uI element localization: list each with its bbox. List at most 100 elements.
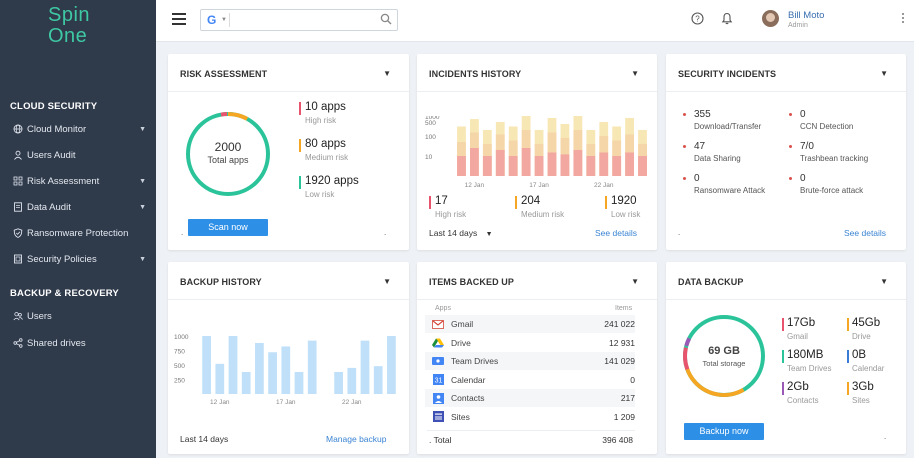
- sidebar-item-users[interactable]: Users: [10, 307, 150, 325]
- search-icon[interactable]: [380, 13, 392, 28]
- backup-bar: [360, 340, 370, 394]
- sidebar-item-users-audit[interactable]: Users Audit: [10, 146, 150, 164]
- storage-stat-label: Team Drives: [787, 364, 832, 373]
- sidebar-item-shared-drives[interactable]: Shared drives: [10, 334, 150, 352]
- sidebar-item-risk-assessment[interactable]: Risk Assessment ▼: [10, 172, 150, 190]
- help-icon[interactable]: ?: [691, 12, 704, 28]
- shield-icon: [10, 228, 26, 238]
- search-divider: [229, 13, 230, 27]
- period-label: Last 14 days: [429, 228, 478, 238]
- incident-dot: [789, 177, 792, 180]
- sidebar-item-label: Users Audit: [27, 149, 76, 161]
- incident-bar: [612, 156, 622, 176]
- risk-color-bar: [299, 176, 301, 189]
- incident-label: CCN Detection: [800, 122, 854, 131]
- incident-value: 0: [694, 173, 700, 184]
- logo-line-2: One: [48, 25, 88, 47]
- x-tick-label: 22 Jan: [594, 182, 614, 189]
- more-options-icon[interactable]: [902, 13, 905, 25]
- incident-dot: [789, 145, 792, 148]
- user-name[interactable]: Bill Moto: [788, 10, 825, 21]
- incident-bar: [547, 152, 557, 176]
- chevron-down-icon[interactable]: ▼: [880, 277, 888, 286]
- scan-now-button[interactable]: Scan now: [188, 219, 268, 236]
- storage-stat-label: Gmail: [787, 332, 808, 341]
- incident-color-bar: [515, 196, 517, 209]
- x-tick-label: 12 Jan: [210, 399, 230, 406]
- storage-stat-label: Drive: [852, 332, 871, 341]
- backup-bar: [373, 366, 383, 394]
- chevron-down-icon[interactable]: ▼: [139, 177, 146, 185]
- policy-icon: [10, 254, 26, 264]
- search-input[interactable]: [233, 12, 373, 28]
- x-tick-label: 12 Jan: [465, 182, 485, 189]
- search-box[interactable]: G ▼: [200, 9, 398, 31]
- svg-text:31: 31: [434, 378, 442, 385]
- incident-stat-value: 17: [435, 195, 448, 207]
- chevron-down-icon[interactable]: ▼: [221, 17, 227, 23]
- item-count: 1 209: [613, 411, 635, 422]
- section-title-cloud-security: CLOUD SECURITY: [10, 101, 98, 112]
- incident-bar: [625, 152, 634, 176]
- chevron-down-icon[interactable]: ▼: [139, 125, 146, 133]
- storage-color-bar: [847, 350, 849, 363]
- sidebar-item-security-policies[interactable]: Security Policies ▼: [10, 250, 150, 268]
- chevron-down-icon[interactable]: ▼: [631, 69, 639, 78]
- incident-stat-label: Low risk: [611, 210, 641, 219]
- sidebar-item-label: Cloud Monitor: [27, 123, 87, 135]
- sidebar-item-cloud-monitor[interactable]: Cloud Monitor ▼: [10, 120, 150, 138]
- sidebar-item-ransomware-protection[interactable]: Ransomware Protection: [10, 224, 150, 242]
- avatar[interactable]: [762, 10, 779, 27]
- see-details-link[interactable]: See details: [844, 228, 887, 238]
- chevron-down-icon[interactable]: ▼: [631, 277, 639, 286]
- risk-stat-value: 10 apps: [305, 101, 346, 113]
- period-label: Last 14 days: [180, 434, 229, 444]
- backup-bar-chart: 1000 750 500 250 12 Jan 17 Jan 22 Jan: [174, 334, 396, 406]
- total-label: . Total: [429, 435, 452, 445]
- sidebar-item-data-audit[interactable]: Data Audit ▼: [10, 198, 150, 216]
- card-header: BACKUP HISTORY ▼: [168, 262, 409, 300]
- items-backed-up-card: ITEMS BACKED UP ▼ Apps Items Gmail 241 02…: [417, 262, 657, 454]
- incident-stat-label: High risk: [435, 210, 467, 219]
- storage-color-bar: [847, 318, 849, 331]
- spinone-logo[interactable]: Spin One: [48, 5, 90, 47]
- chevron-down-icon[interactable]: ▼: [139, 203, 146, 211]
- incident-bar: [573, 149, 583, 176]
- chevron-down-icon[interactable]: ▼: [383, 69, 391, 78]
- chevron-down-icon[interactable]: ▼: [139, 255, 146, 263]
- incident-dot: [683, 113, 686, 116]
- storage-stat-label: Sites: [852, 396, 870, 405]
- divider: [427, 430, 635, 431]
- top-bar: G ▼ ? Bill Moto Admin: [156, 0, 914, 42]
- table-row: Drive 12 931: [425, 334, 635, 352]
- risk-assessment-card: RISK ASSESSMENT ▼ 2000 Total apps 10 app…: [168, 54, 409, 250]
- incidents-history-card: INCIDENTS HISTORY ▼ 1000 500 100 10 12 Jan 17…: [417, 54, 657, 250]
- period-selector[interactable]: Last 14 days ▼: [429, 228, 493, 238]
- incident-bar: [560, 154, 570, 176]
- chevron-down-icon: ▼: [485, 231, 493, 238]
- backup-now-button[interactable]: Backup now: [684, 423, 764, 440]
- total-label-text: Total: [433, 435, 452, 445]
- backup-bar: [294, 371, 304, 394]
- storage-stat-value: 3Gb: [852, 381, 874, 393]
- incident-label: Ransomware Attack: [694, 186, 766, 195]
- risk-color-bar: [299, 139, 301, 152]
- hamburger-menu-icon[interactable]: [172, 13, 186, 25]
- bell-icon[interactable]: [721, 12, 733, 28]
- document-icon: [10, 202, 26, 212]
- google-icon[interactable]: G: [207, 13, 217, 27]
- app-name: Sites: [451, 411, 470, 422]
- incident-label: Brute-force attack: [800, 186, 864, 195]
- section-title-backup-recovery: BACKUP & RECOVERY: [10, 288, 119, 299]
- manage-backup-link[interactable]: Manage backup: [326, 434, 387, 444]
- incident-stat-value: 1920: [611, 195, 637, 207]
- dot-marker: .: [181, 228, 184, 237]
- see-details-link[interactable]: See details: [595, 228, 638, 238]
- chevron-down-icon[interactable]: ▼: [383, 277, 391, 286]
- incident-stat-value: 204: [521, 195, 541, 207]
- chevron-down-icon[interactable]: ▼: [880, 69, 888, 78]
- item-count: 241 022: [604, 319, 635, 329]
- backup-bar: [255, 342, 264, 394]
- item-count: 217: [620, 393, 635, 403]
